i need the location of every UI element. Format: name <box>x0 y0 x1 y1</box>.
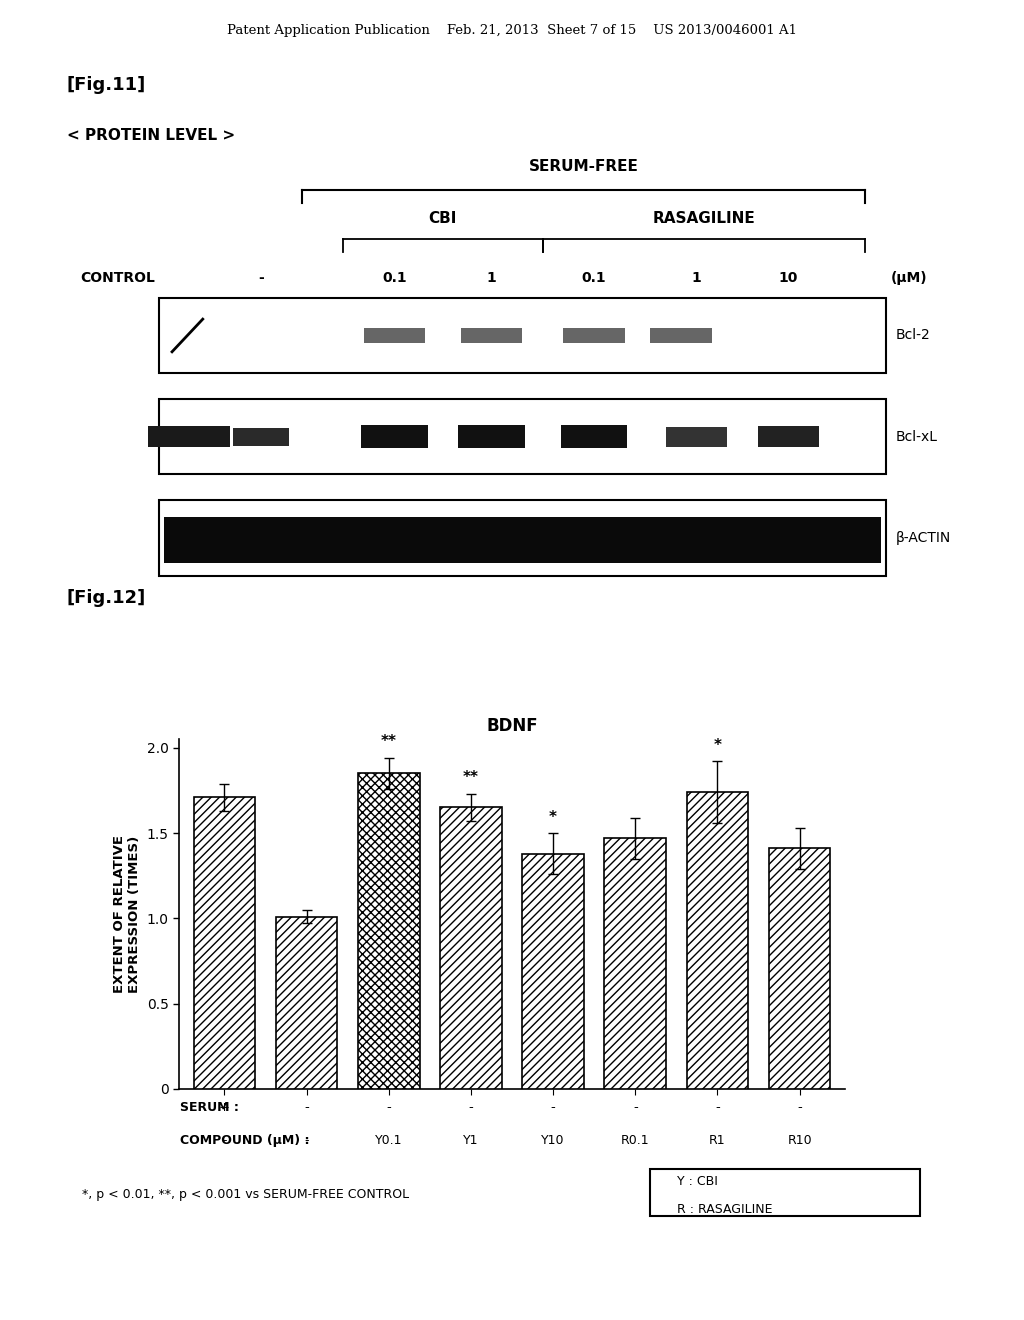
Text: R1: R1 <box>709 1134 726 1147</box>
Text: 0.1: 0.1 <box>582 271 606 285</box>
Bar <box>687 792 749 1089</box>
Bar <box>758 426 819 447</box>
Text: **: ** <box>381 734 396 750</box>
Text: β-ACTIN: β-ACTIN <box>896 531 951 545</box>
Text: Y10: Y10 <box>542 1134 565 1147</box>
Text: -: - <box>222 1134 226 1147</box>
Text: COMPOUND (μM) :: COMPOUND (μM) : <box>180 1134 309 1147</box>
Text: Y : CBI: Y : CBI <box>677 1175 718 1188</box>
Text: R0.1: R0.1 <box>621 1134 649 1147</box>
Text: *: * <box>714 738 722 752</box>
Bar <box>440 808 502 1089</box>
Text: -: - <box>551 1101 555 1114</box>
Text: -: - <box>633 1101 638 1114</box>
Text: -: - <box>258 271 264 285</box>
Text: 0.1: 0.1 <box>382 271 407 285</box>
Bar <box>233 428 290 446</box>
Bar <box>459 425 524 449</box>
Text: 1: 1 <box>691 271 701 285</box>
Text: **: ** <box>463 771 479 785</box>
Bar <box>650 329 712 343</box>
Text: R10: R10 <box>787 1134 812 1147</box>
Bar <box>358 774 420 1089</box>
Text: Patent Application Publication    Feb. 21, 2013  Sheet 7 of 15    US 2013/004600: Patent Application Publication Feb. 21, … <box>227 24 797 37</box>
Text: [Fig.11]: [Fig.11] <box>67 75 145 94</box>
FancyBboxPatch shape <box>159 399 886 474</box>
Bar <box>522 854 584 1089</box>
Text: CBI: CBI <box>429 211 457 226</box>
Bar <box>275 916 337 1089</box>
FancyBboxPatch shape <box>159 298 886 374</box>
Text: CONTROL: CONTROL <box>80 271 156 285</box>
Bar <box>769 849 830 1089</box>
Text: -: - <box>469 1101 473 1114</box>
Text: Y0.1: Y0.1 <box>375 1134 402 1147</box>
Text: Bcl-xL: Bcl-xL <box>896 430 938 444</box>
Text: *, p < 0.01, **, p < 0.001 vs SERUM-FREE CONTROL: *, p < 0.01, **, p < 0.001 vs SERUM-FREE… <box>82 1188 409 1201</box>
Bar <box>563 329 625 343</box>
Text: (μM): (μM) <box>891 271 928 285</box>
Text: Y1: Y1 <box>463 1134 478 1147</box>
Text: SERUM-FREE: SERUM-FREE <box>528 158 639 174</box>
Bar <box>361 425 428 449</box>
Bar <box>666 426 727 446</box>
Text: 10: 10 <box>779 271 798 285</box>
Text: Bcl-2: Bcl-2 <box>896 329 931 342</box>
Text: [Fig.12]: [Fig.12] <box>67 589 145 607</box>
Text: +: + <box>219 1101 230 1114</box>
Bar <box>148 426 230 447</box>
Text: -: - <box>304 1101 309 1114</box>
Y-axis label: EXTENT OF RELATIVE
EXPRESSION (TIMES): EXTENT OF RELATIVE EXPRESSION (TIMES) <box>114 836 141 993</box>
FancyBboxPatch shape <box>649 1170 920 1216</box>
Bar <box>164 517 881 562</box>
Bar <box>461 329 522 343</box>
Text: R : RASAGILINE: R : RASAGILINE <box>677 1203 772 1216</box>
Text: SERUM :: SERUM : <box>180 1101 239 1114</box>
Text: -: - <box>386 1101 391 1114</box>
Text: 1: 1 <box>486 271 497 285</box>
Bar <box>604 838 666 1089</box>
Title: BDNF: BDNF <box>486 717 538 735</box>
Text: RASAGILINE: RASAGILINE <box>652 211 756 226</box>
Text: -: - <box>304 1134 309 1147</box>
FancyBboxPatch shape <box>159 500 886 576</box>
Text: -: - <box>715 1101 720 1114</box>
Text: *: * <box>549 809 557 825</box>
Text: < PROTEIN LEVEL >: < PROTEIN LEVEL > <box>67 128 234 143</box>
Text: -: - <box>798 1101 802 1114</box>
Bar <box>561 425 627 449</box>
Bar <box>364 329 425 343</box>
Bar <box>194 797 255 1089</box>
